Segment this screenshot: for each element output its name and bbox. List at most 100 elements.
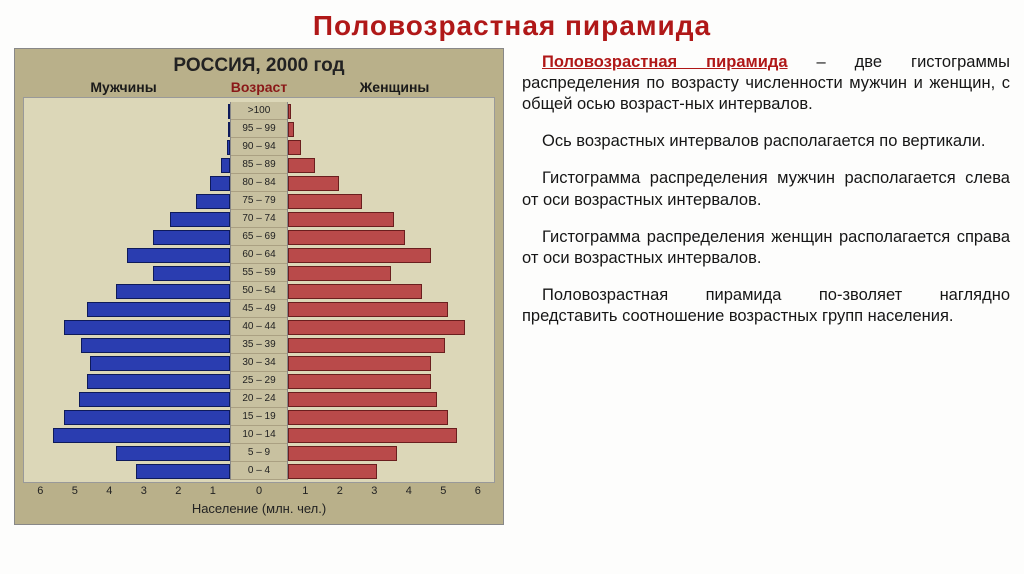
bar-men [210,176,230,191]
age-label: 35 – 39 [231,336,287,354]
paragraph-axis: Ось возрастных интервалов располагается … [522,131,1010,152]
bar-row-women [288,300,490,318]
age-label: 0 – 4 [231,462,287,480]
bar-row-men [28,282,230,300]
bar-men [196,194,230,209]
paragraph-women: Гистограмма распределения женщин распола… [522,227,1010,269]
bar-row-women [288,120,490,138]
bar-women [288,248,431,263]
bar-row-women [288,156,490,174]
age-label: 75 – 79 [231,192,287,210]
bar-women [288,428,457,443]
bar-women [288,104,291,119]
age-label: 45 – 49 [231,300,287,318]
bar-row-women [288,138,490,156]
age-label: 25 – 29 [231,372,287,390]
chart-headers: Мужчины Возраст Женщины [23,79,495,95]
bar-men [87,302,230,317]
bar-row-men [28,228,230,246]
bar-row-women [288,282,490,300]
bar-row-men [28,390,230,408]
bar-row-women [288,372,490,390]
x-tick: 5 [426,485,461,497]
bar-men [87,374,230,389]
bar-row-women [288,174,490,192]
age-label: 80 – 84 [231,174,287,192]
header-age: Возраст [224,79,294,95]
bar-women [288,266,391,281]
bar-row-women [288,426,490,444]
bar-row-women [288,354,490,372]
age-label: 50 – 54 [231,282,287,300]
chart-title: РОССИЯ, 2000 год [23,55,495,77]
header-men: Мужчины [23,79,224,95]
x-ticks-women: 123456 [288,485,495,497]
description-text: Половозрастная пирамида – две гистограмм… [522,48,1010,525]
bar-men [64,320,230,335]
bar-women [288,176,339,191]
bar-men [221,158,230,173]
x-tick: 2 [161,485,196,497]
bar-row-men [28,426,230,444]
bar-women [288,302,448,317]
age-label: 20 – 24 [231,390,287,408]
bar-row-men [28,192,230,210]
bar-row-women [288,210,490,228]
bar-row-men [28,444,230,462]
age-axis: >10095 – 9990 – 9485 – 8980 – 8475 – 797… [230,102,288,480]
bar-women [288,284,422,299]
bar-women [288,140,301,155]
chart-container: РОССИЯ, 2000 год Мужчины Возраст Женщины… [14,48,504,525]
bar-women [288,392,437,407]
age-label: 40 – 44 [231,318,287,336]
bar-row-men [28,372,230,390]
bars-women [288,102,490,480]
age-label: 30 – 34 [231,354,287,372]
bar-row-women [288,390,490,408]
bar-row-men [28,120,230,138]
bar-men [90,356,230,371]
header-women: Женщины [294,79,495,95]
x-tick: 1 [288,485,323,497]
bar-men [64,410,230,425]
bar-men [153,266,230,281]
bar-row-men [28,408,230,426]
plot-area: >10095 – 9990 – 9485 – 8980 – 8475 – 797… [23,97,495,483]
x-axis-label: Население (млн. чел.) [23,501,495,516]
bar-row-women [288,102,490,120]
bar-women [288,374,431,389]
bar-row-women [288,192,490,210]
bar-row-women [288,462,490,480]
bar-row-men [28,300,230,318]
x-axis: 123456 0 123456 [23,485,495,497]
chart-box: РОССИЯ, 2000 год Мужчины Возраст Женщины… [14,48,504,525]
bar-men [116,446,230,461]
age-label: 95 – 99 [231,120,287,138]
bar-row-men [28,246,230,264]
bar-row-men [28,174,230,192]
x-tick: 6 [461,485,496,497]
bar-row-men [28,156,230,174]
bar-row-women [288,228,490,246]
bar-women [288,464,377,479]
age-label: 15 – 19 [231,408,287,426]
bar-row-women [288,264,490,282]
bar-row-men [28,462,230,480]
x-tick: 1 [196,485,231,497]
x-tick: 3 [357,485,392,497]
x-gap: 0 [230,485,288,497]
bar-women [288,356,431,371]
bar-row-men [28,210,230,228]
bar-row-men [28,354,230,372]
bar-women [288,212,394,227]
bar-row-women [288,408,490,426]
paragraph-men: Гистограмма распределения мужчин распола… [522,168,1010,210]
bars-men [28,102,230,480]
age-label: 60 – 64 [231,246,287,264]
bar-men [53,428,230,443]
content-area: РОССИЯ, 2000 год Мужчины Возраст Женщины… [0,48,1024,525]
bar-women [288,446,397,461]
bar-row-men [28,138,230,156]
bar-men [153,230,230,245]
bar-row-women [288,246,490,264]
